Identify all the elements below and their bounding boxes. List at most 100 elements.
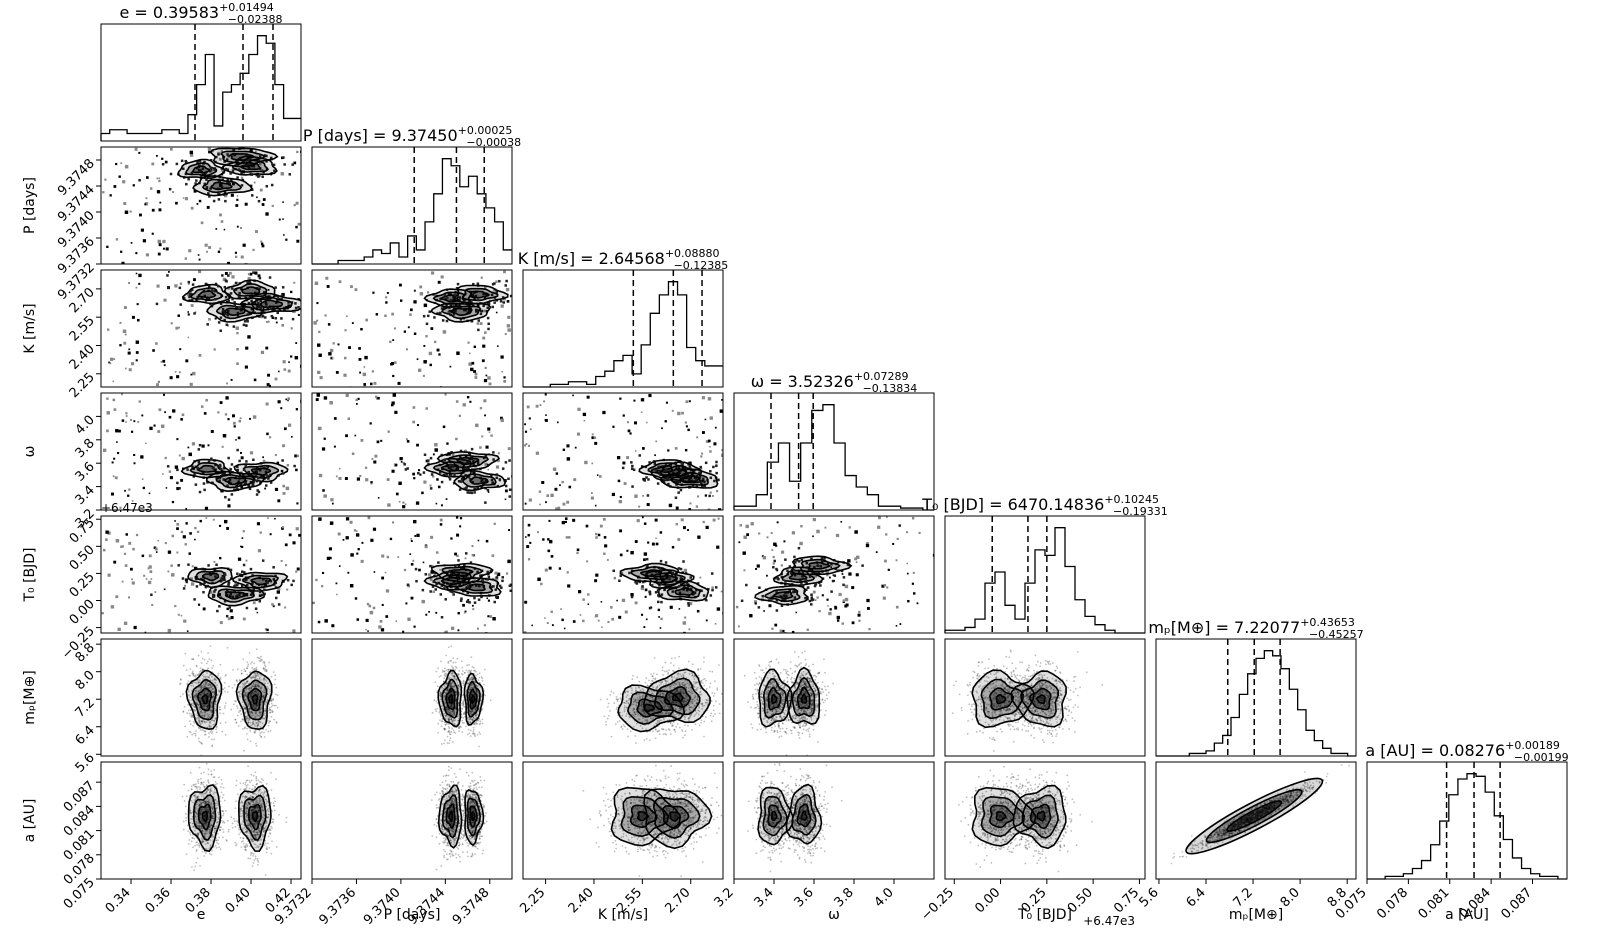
sample-point	[435, 611, 438, 614]
sample-point	[595, 536, 598, 539]
sample-point	[451, 671, 454, 674]
sample-point	[162, 247, 165, 250]
sample-point	[224, 702, 227, 704]
sample-point	[198, 199, 202, 203]
sample-point	[568, 536, 571, 539]
sample-point	[391, 521, 395, 524]
pair-panel-P-omega	[311, 392, 513, 511]
sample-point	[443, 712, 446, 715]
sample-point	[771, 627, 774, 630]
sample-point	[453, 674, 456, 677]
sample-point	[208, 695, 211, 698]
sample-point	[447, 718, 450, 721]
sample-point	[111, 461, 114, 464]
sample-point	[136, 303, 139, 306]
sample-point	[486, 306, 489, 310]
sample-point	[374, 454, 378, 458]
sample-point	[823, 557, 826, 560]
sample-point	[238, 711, 240, 713]
sample-point	[423, 480, 427, 484]
sample-point	[208, 687, 211, 690]
sample-point	[193, 706, 196, 709]
sample-point	[256, 672, 258, 675]
sample-point	[119, 344, 122, 347]
sample-point	[505, 572, 509, 575]
sample-point	[317, 343, 321, 347]
sample-point	[165, 247, 169, 251]
sample-point	[207, 715, 209, 718]
sample-point	[688, 628, 691, 631]
sample-point	[198, 689, 201, 692]
sample-point	[239, 710, 242, 712]
sample-point	[254, 676, 257, 679]
sample-point	[501, 370, 503, 373]
sample-point	[257, 657, 260, 660]
sample-point	[259, 720, 262, 723]
sample-point	[151, 208, 155, 212]
sample-point	[326, 285, 330, 288]
sample-point	[237, 691, 240, 694]
sample-point	[477, 598, 481, 601]
sample-point	[202, 482, 206, 485]
sample-point	[527, 558, 531, 561]
sample-point	[252, 722, 254, 725]
sample-point	[268, 709, 271, 712]
sample-point	[439, 695, 442, 697]
sample-point	[447, 719, 450, 721]
sample-point	[449, 365, 452, 368]
sample-point	[214, 718, 217, 720]
sample-point	[229, 468, 233, 471]
sample-point	[197, 168, 201, 172]
sample-point	[453, 719, 455, 722]
sample-point	[814, 582, 817, 585]
sample-point	[187, 280, 191, 284]
sample-point	[646, 421, 648, 424]
sample-point	[781, 598, 784, 602]
sample-point	[468, 453, 471, 456]
sample-point	[206, 692, 209, 695]
sample-point	[186, 468, 189, 471]
sample-point	[193, 695, 196, 698]
sample-point	[254, 675, 257, 678]
sample-point	[779, 629, 783, 633]
panel-title-omega: ω = 3.52326+0.07289 −0.13834	[751, 370, 918, 395]
sample-point	[458, 488, 462, 491]
sample-point	[886, 586, 889, 589]
sample-point	[255, 721, 258, 724]
sample-point	[222, 309, 225, 313]
sample-point	[688, 601, 693, 606]
sample-point	[270, 675, 273, 678]
sample-point	[255, 479, 258, 483]
sample-point	[457, 717, 460, 720]
sample-point	[265, 184, 269, 188]
sample-point	[313, 308, 316, 311]
sample-point	[223, 519, 228, 524]
sample-point	[550, 555, 554, 558]
sample-point	[462, 682, 464, 684]
sample-point	[711, 588, 714, 592]
sample-point	[131, 578, 133, 581]
sample-point	[255, 684, 258, 687]
sample-point	[176, 481, 179, 485]
sample-point	[393, 361, 397, 364]
sample-point	[646, 494, 650, 497]
sample-point	[254, 719, 257, 722]
sample-point	[295, 342, 298, 344]
sample-point	[254, 685, 257, 687]
sample-point	[630, 569, 634, 573]
sample-point	[855, 561, 858, 564]
sample-point	[395, 492, 399, 496]
sample-point	[162, 239, 166, 244]
sample-point	[810, 593, 813, 597]
sample-point	[281, 526, 284, 529]
sample-point	[525, 443, 528, 445]
sample-point	[124, 489, 126, 492]
sample-point	[194, 538, 196, 541]
sample-point	[285, 398, 288, 401]
title-err-plus-e: +0.01494	[219, 1, 274, 14]
sample-point	[805, 582, 808, 585]
sample-point	[242, 593, 245, 597]
sample-point	[449, 684, 451, 686]
sample-point	[487, 573, 490, 576]
pair-panel-K-T0	[522, 515, 724, 634]
